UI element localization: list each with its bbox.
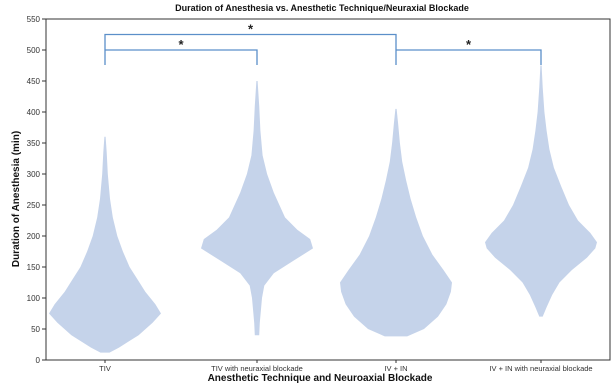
y-axis-title: Duration of Anesthesia (min) <box>11 131 22 267</box>
x-tick-label: TIV with neuraxial blockade <box>211 364 303 373</box>
significance-bracket <box>104 49 258 65</box>
y-tick-label: 450 <box>27 77 41 86</box>
y-tick-label: 400 <box>27 108 41 117</box>
significance-star: * <box>466 37 472 52</box>
plot-area: 0 50 100 150 200 250 300 350 400 450 500 550 TIV TIV … <box>27 15 611 373</box>
y-tick-label: 50 <box>31 325 40 334</box>
x-tick-label: IV + IN <box>384 364 407 373</box>
y-tick-label: 550 <box>27 15 41 24</box>
y-tick-label: 200 <box>27 232 41 241</box>
plot-frame <box>45 18 611 361</box>
x-tick-label: TIV <box>99 364 111 373</box>
significance-bracket <box>395 49 542 65</box>
y-tick-label: 500 <box>27 46 41 55</box>
y-tick-label: 300 <box>27 170 41 179</box>
y-tick-label: 0 <box>36 356 41 365</box>
x-tick-label: IV + IN with neuraxial blockade <box>489 364 592 373</box>
chart-title: Duration of Anesthesia vs. Anesthetic Te… <box>175 3 469 13</box>
significance-star: * <box>248 22 254 37</box>
significance-star: * <box>178 37 184 52</box>
y-tick-label: 350 <box>27 139 41 148</box>
violin-3 <box>340 108 452 337</box>
y-tick-label: 100 <box>27 294 41 303</box>
y-tick-label: 250 <box>27 201 41 210</box>
y-tick-label: 150 <box>27 263 41 272</box>
violin-1 <box>49 136 161 353</box>
significance-bracket <box>104 33 397 50</box>
x-axis-title: Anesthetic Technique and Neuroaxial Bloc… <box>208 373 433 383</box>
violin-2 <box>201 81 313 336</box>
violin-4 <box>485 65 597 317</box>
